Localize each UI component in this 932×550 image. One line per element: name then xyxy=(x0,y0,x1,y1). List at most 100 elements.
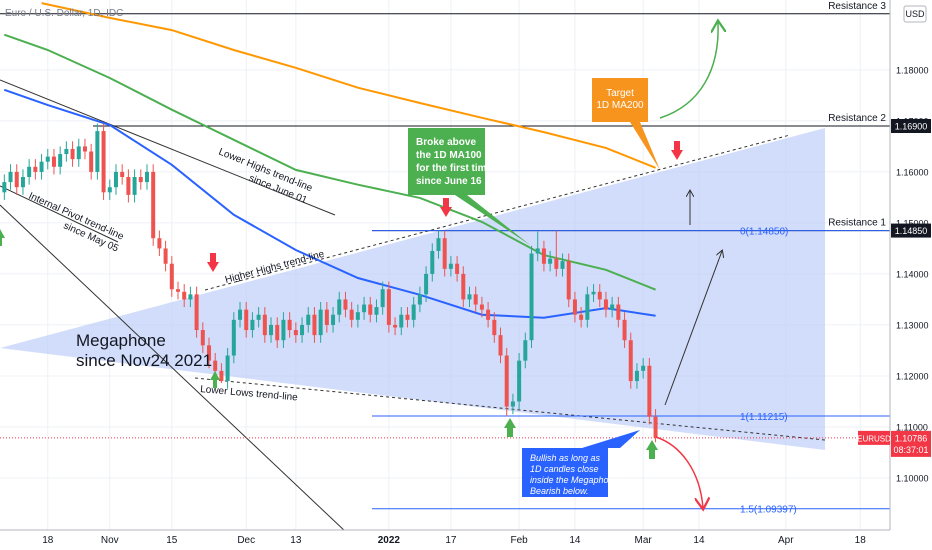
candle-body xyxy=(194,294,199,331)
candle-body xyxy=(554,258,559,269)
candle-body xyxy=(120,171,125,178)
candle-body xyxy=(548,258,553,264)
fib-label: 1.5(1.09397) xyxy=(740,505,797,516)
candle-body xyxy=(14,171,19,188)
higher-highs-trendline xyxy=(204,134,791,291)
down-arrow xyxy=(207,253,219,272)
candle-body xyxy=(95,131,100,172)
candle-body xyxy=(610,304,615,310)
candle-body xyxy=(461,273,466,300)
candle-body xyxy=(318,309,323,336)
candle-body xyxy=(616,304,621,320)
candle-body xyxy=(424,273,429,295)
y-tick-label: 1.13000 xyxy=(896,320,929,330)
candle-body xyxy=(51,156,56,167)
candle-body xyxy=(541,248,546,264)
last-price-label: 1.10786 xyxy=(895,433,928,443)
candle-body xyxy=(535,248,540,254)
candle-body xyxy=(337,299,342,315)
y-tick-label: 1.15000 xyxy=(896,218,929,228)
annotation-text: the 1D MA100 xyxy=(416,150,482,161)
candle-body xyxy=(634,370,639,382)
candle-body xyxy=(64,148,69,155)
callout-green xyxy=(408,128,530,245)
candle-body xyxy=(58,154,63,167)
internal-pivot-trendline xyxy=(0,185,119,243)
candle-body xyxy=(144,171,149,183)
candle-body xyxy=(417,294,422,305)
candle-body xyxy=(20,177,25,188)
x-tick-label: 15 xyxy=(166,535,178,546)
candle-body xyxy=(591,291,596,295)
callout-blue xyxy=(522,430,640,497)
levels: Resistance 3 Resistance 2 Resistance 1 0(1.… xyxy=(0,1,890,516)
candle-body xyxy=(399,314,404,328)
moving-average xyxy=(3,33,656,291)
price-label-box xyxy=(891,118,931,133)
candle-body xyxy=(349,309,354,320)
annotation-text: for the first time xyxy=(416,163,493,174)
candle-body xyxy=(169,263,174,290)
annotation-text: Megaphone xyxy=(76,331,166,350)
candle-body xyxy=(374,307,379,315)
candle-body xyxy=(262,314,267,336)
annotation-text: since Nov24 2021 xyxy=(76,351,212,370)
annotation-text: since June 16 xyxy=(416,176,482,187)
candle-body xyxy=(324,309,329,325)
x-tick-label: Dec xyxy=(237,535,255,546)
annotation-text: 1D candles close xyxy=(530,464,599,474)
x-tick-label: Feb xyxy=(510,535,528,546)
candle-body xyxy=(182,291,187,300)
candle-body xyxy=(479,304,484,310)
candle-body xyxy=(89,151,94,172)
annotation-text: Target xyxy=(606,88,634,99)
candle-body xyxy=(107,187,112,193)
candle-body xyxy=(225,355,230,382)
annotation-text: inside the Megaphone. xyxy=(530,475,621,485)
candle-body xyxy=(622,319,627,341)
price-label-box xyxy=(891,223,931,238)
resistance-label: Resistance 1 xyxy=(828,218,886,229)
candle-body xyxy=(113,171,118,188)
y-tick-label: 1.12000 xyxy=(896,371,929,381)
candle-body xyxy=(101,131,106,193)
moving-average xyxy=(41,2,656,169)
candle-body xyxy=(442,238,447,269)
resistance-label: Resistance 2 xyxy=(828,113,886,124)
up-arrow xyxy=(646,440,658,459)
annotation-text: Broke above xyxy=(416,137,476,148)
candle-body xyxy=(393,324,398,328)
candle-body xyxy=(448,263,453,269)
candle-body xyxy=(33,166,38,172)
candle-body xyxy=(238,309,243,320)
x-tick-label: Apr xyxy=(778,535,794,546)
price-label: 1.16900 xyxy=(895,121,928,131)
candle-body xyxy=(126,177,131,195)
candle-body xyxy=(492,319,497,336)
candle-body xyxy=(269,324,274,336)
annotation-text: 1D MA200 xyxy=(596,100,644,111)
up-arrow xyxy=(0,229,5,246)
candle-body xyxy=(281,319,286,341)
price-axis xyxy=(890,0,932,550)
candle-body xyxy=(76,146,81,160)
annotation-text: Bullish as long as xyxy=(530,453,601,463)
y-tick-label: 1.11000 xyxy=(896,422,928,432)
candle-body xyxy=(163,248,168,264)
candle-body xyxy=(293,330,298,336)
candle-body xyxy=(82,146,87,152)
up-arrow xyxy=(210,371,220,388)
currency-label: USD xyxy=(905,9,925,19)
candle-body xyxy=(200,330,205,346)
candle-body xyxy=(138,177,143,183)
currency-box xyxy=(903,5,927,23)
candle-body xyxy=(8,171,13,183)
candle-body xyxy=(368,304,373,315)
candle-body xyxy=(386,289,391,325)
candle-body xyxy=(231,319,236,356)
annotation-text: Lower Lows trend-line xyxy=(200,384,299,404)
countdown-label: 08:37:01 xyxy=(893,445,928,455)
x-tick-label: 14 xyxy=(693,535,705,546)
candle-body xyxy=(355,312,360,320)
